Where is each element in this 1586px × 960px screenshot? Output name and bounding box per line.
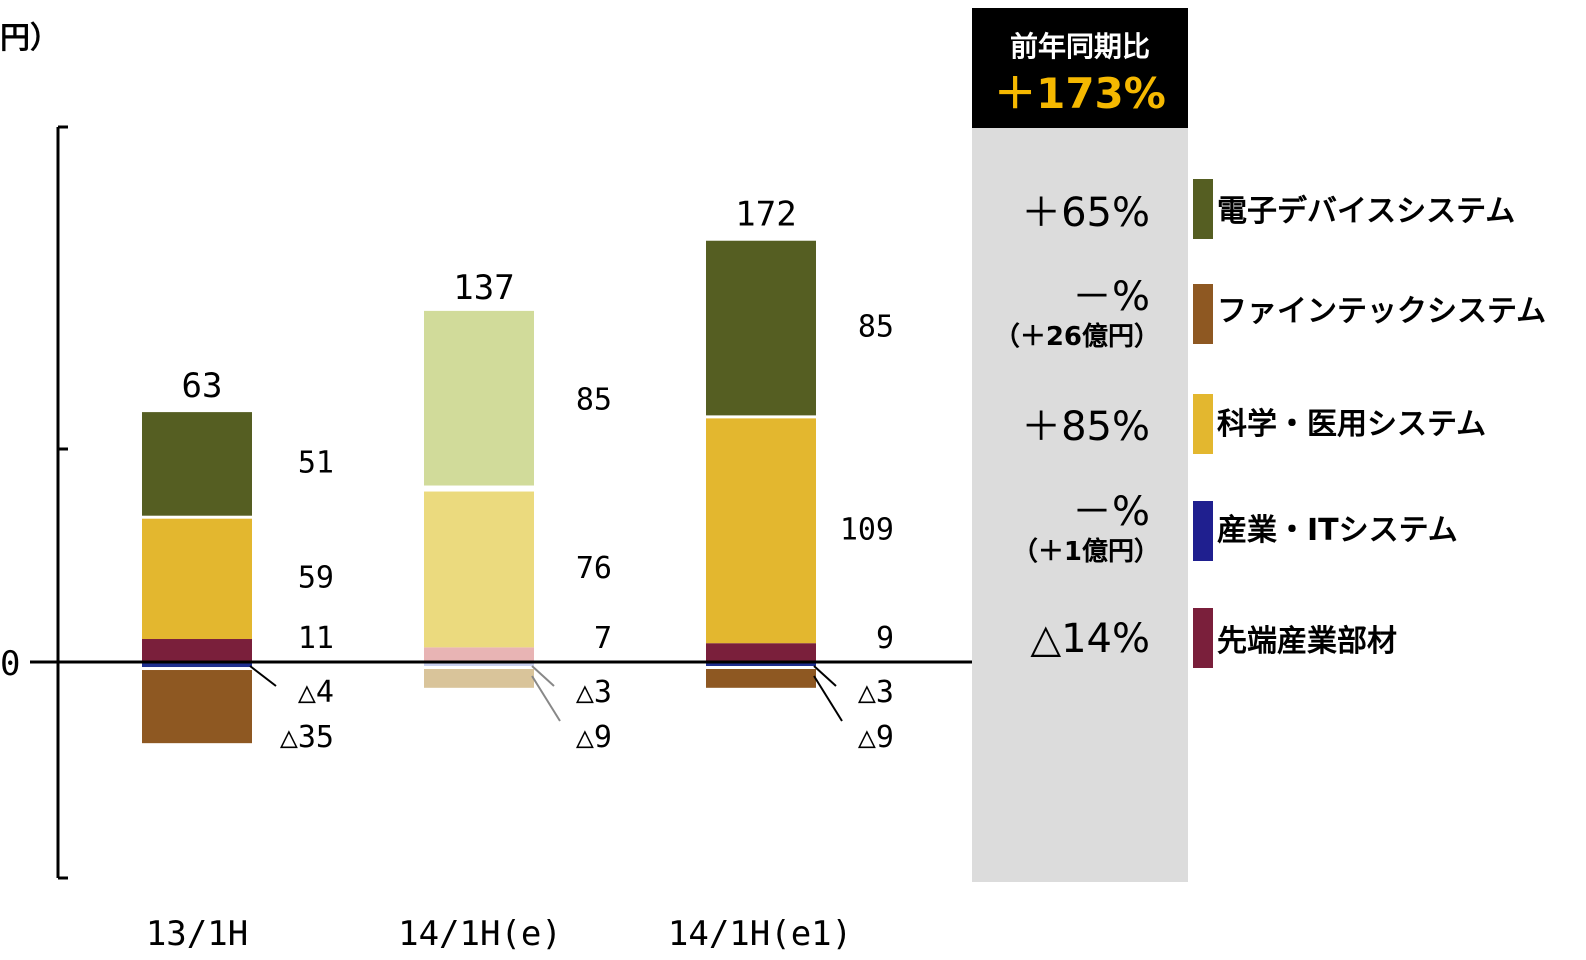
legend-label-advanced-materials: 先端産業部材 (1217, 624, 1397, 659)
leader-line (813, 675, 843, 722)
legend-swatch-science-medical (1193, 394, 1213, 454)
leader-line (531, 675, 561, 722)
bar-group: 63 51 59 11 △4 △35 137 85 76 7 △3 △9 172 85 109 9 △3 △9 (142, 195, 894, 755)
panel-header-title: 前年同期比 (1010, 30, 1150, 63)
value-label: 7 (594, 621, 612, 656)
value-label: 9 (876, 621, 894, 656)
legend-label-science-medical: 科学・医用システム (1217, 407, 1486, 442)
bar-segment (706, 669, 816, 688)
panel-row-main: ＋85% (1021, 404, 1150, 450)
leader-line (249, 665, 277, 687)
x-tick-label: 14/1H(e) (398, 914, 562, 954)
bar-segment (424, 491, 534, 648)
bar-segment (706, 418, 816, 644)
bar-segment (142, 518, 252, 640)
x-tick-label: 13/1H (146, 914, 248, 954)
value-label: △9 (576, 720, 612, 755)
value-label: △35 (280, 720, 334, 755)
legend-swatch-electronic-devices (1193, 179, 1213, 239)
legend-swatch-advanced-materials (1193, 608, 1213, 668)
panel-row-main: △14% (1030, 616, 1150, 662)
x-tick-label: 14/1H(e1) (668, 914, 852, 954)
total-label: 137 (453, 268, 514, 308)
panel-row-sub: （＋1億円） (1012, 537, 1160, 567)
panel-background (972, 127, 1188, 882)
value-label: 85 (576, 383, 612, 418)
bar-segment (424, 662, 534, 666)
total-label: 172 (735, 195, 796, 235)
total-label: 63 (182, 366, 223, 406)
bar-segment (142, 662, 252, 668)
value-label: 109 (840, 512, 894, 547)
bar-segment (424, 647, 534, 662)
leader-line (813, 665, 837, 687)
y-axis (56, 125, 68, 880)
value-label: 76 (576, 551, 612, 586)
panel-row-main: ＋65% (1021, 190, 1150, 236)
comparison-panel: 前年同期比 ＋173% ＋65% －% （＋26億円） ＋85% －% （＋1億… (972, 8, 1188, 882)
panel-row-main: －% (1072, 489, 1150, 535)
bar-segment (706, 240, 816, 416)
value-label: △3 (576, 675, 612, 710)
panel-header-value: ＋173% (994, 69, 1166, 118)
legend-label-industrial-it: 産業・ITシステム (1217, 513, 1458, 548)
value-label: △3 (858, 675, 894, 710)
legend-swatch-industrial-it (1193, 501, 1213, 561)
legend-swatch-finetech (1193, 284, 1213, 344)
leader-line (531, 665, 555, 687)
panel-row-sub: （＋26億円） (994, 322, 1160, 352)
panel-row-main: －% (1072, 274, 1150, 320)
bar-segment (706, 643, 816, 662)
value-label: 59 (298, 560, 334, 595)
value-label: △4 (298, 675, 334, 710)
bar-segment (424, 310, 534, 486)
value-label: 51 (298, 445, 334, 480)
value-label: 85 (858, 310, 894, 345)
panel-header (972, 8, 1188, 128)
bar-segment (142, 412, 252, 516)
bar-segment (706, 662, 816, 666)
bar-segment (142, 639, 252, 662)
bar-segment (142, 670, 252, 744)
value-label: △9 (858, 720, 894, 755)
y-tick-zero: 0 (0, 644, 20, 684)
legend-label-finetech: ファインテックシステム (1217, 294, 1546, 329)
legend-label-electronic-devices: 電子デバイスシステム (1217, 194, 1515, 229)
bar-segment (424, 669, 534, 688)
value-label: 11 (298, 621, 334, 656)
unit-label: 円） (0, 21, 60, 56)
legend: 電子デバイスシステム ファインテックシステム 科学・医用システム 産業・ITシス… (1193, 179, 1546, 668)
